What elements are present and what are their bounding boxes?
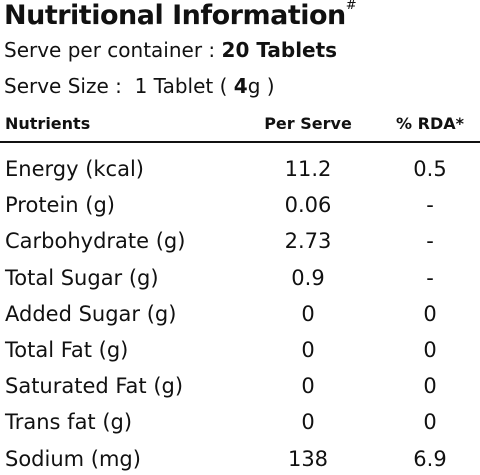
nutrient-value: 0 <box>301 374 315 399</box>
pre: 1 Tablet ( <box>134 74 228 98</box>
value: 20 Tablets <box>221 38 338 62</box>
nutrient-value: 6.9 <box>413 446 447 471</box>
nutrient-value: 0 <box>423 338 437 362</box>
nutrient-value: 0 <box>301 338 315 362</box>
nutrient-value: 2.73 <box>284 229 332 254</box>
nutrient-value: 138 <box>287 446 329 471</box>
nutrient-name: Total Sugar (g) <box>5 265 159 290</box>
nutrient-value: 11.2 <box>284 157 332 181</box>
nutrient-value: 0.06 <box>284 193 332 218</box>
column-header: % RDA* <box>396 114 464 133</box>
nutrient-value: 0.9 <box>291 265 325 290</box>
nutrient-value: 0 <box>301 410 315 435</box>
nutrient-value: - <box>426 229 434 254</box>
nutrient-value: 0.5 <box>413 157 447 181</box>
value: 4 <box>233 74 248 98</box>
nutrient-value: 0 <box>423 374 437 399</box>
title-wrap: Nutritional Information# <box>4 0 357 31</box>
column-header: Nutrients <box>5 114 91 133</box>
serve-size: Serve Size : 1 Tablet ( 4g ) <box>4 74 275 98</box>
nutrient-value: - <box>426 193 434 218</box>
nutrient-name: Energy (kcal) <box>5 157 144 181</box>
nutrient-name: Sodium (mg) <box>5 446 141 471</box>
serve-per-container: Serve per container : 20 Tablets <box>4 38 337 62</box>
title: Nutritional Information <box>4 0 346 31</box>
nutrient-value: 0 <box>423 410 437 435</box>
separator <box>0 141 480 143</box>
column-header: Per Serve <box>264 114 352 133</box>
nutrient-name: Saturated Fat (g) <box>5 374 184 399</box>
nutrient-name: Total Fat (g) <box>5 338 129 362</box>
title-mark: # <box>345 0 357 13</box>
nutrient-name: Trans fat (g) <box>5 410 133 435</box>
nutrient-value: 0 <box>423 301 437 326</box>
nutrient-name: Protein (g) <box>5 193 116 218</box>
nutrient-name: Carbohydrate (g) <box>5 229 186 254</box>
nutrient-value: - <box>426 265 434 290</box>
label: Serve Size : <box>4 74 122 98</box>
post: g ) <box>247 74 275 98</box>
nutrient-name: Added Sugar (g) <box>5 301 177 326</box>
label: Serve per container : <box>4 38 216 62</box>
nutrient-value: 0 <box>301 301 315 326</box>
